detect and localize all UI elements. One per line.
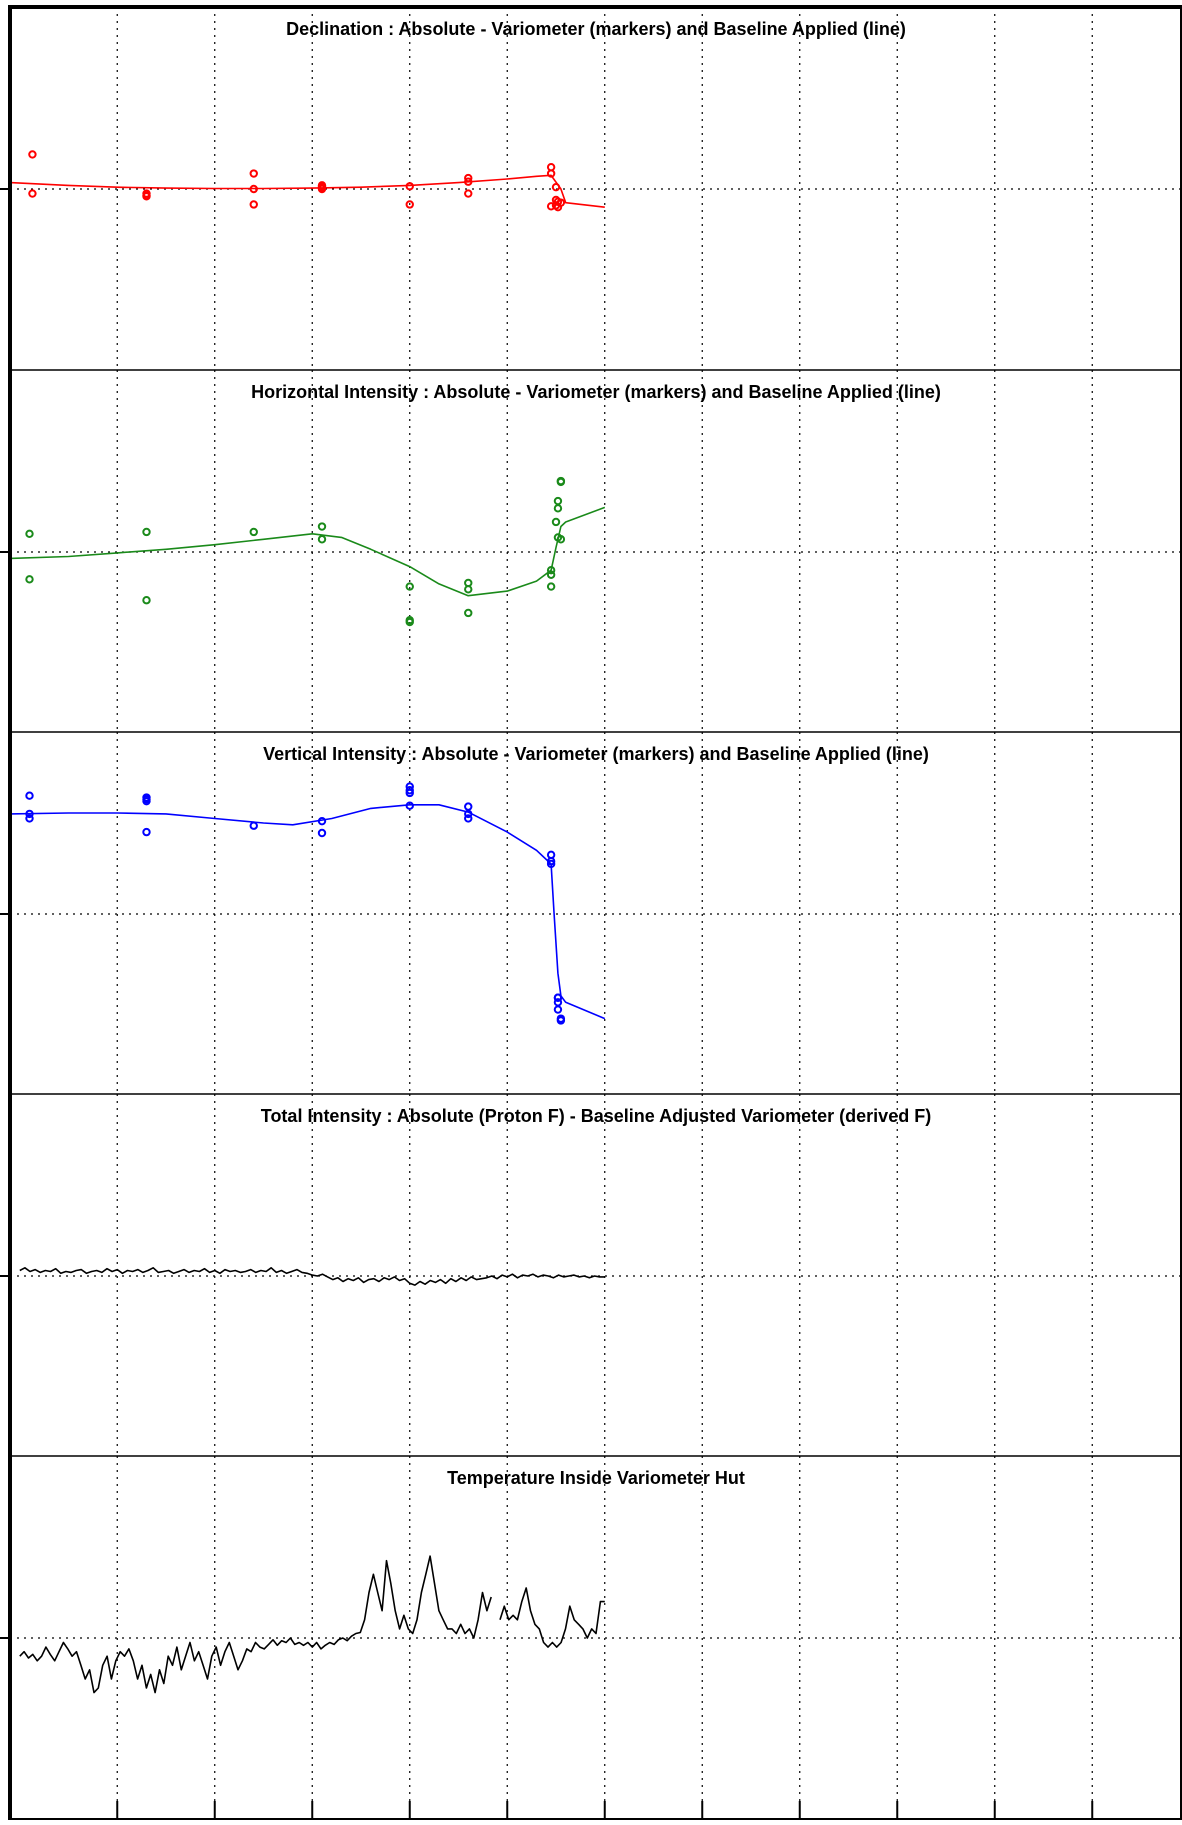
data-marker (142, 827, 151, 837)
data-marker (142, 527, 151, 537)
panel-title: Vertical Intensity : Absolute - Variomet… (263, 744, 929, 764)
data-marker (28, 189, 37, 198)
panels-group: Declination : Absolute - Variometer (mar… (0, 7, 1182, 1820)
panel-title: Temperature Inside Variometer Hut (447, 1468, 745, 1488)
series-line (10, 506, 606, 597)
panel-5: Temperature Inside Variometer Hut (0, 1455, 1182, 1820)
data-marker (25, 575, 34, 584)
panel-4: Total Intensity : Absolute (Proton F) - … (0, 1093, 1182, 1458)
panel-3: Vertical Intensity : Absolute - Variomet… (0, 731, 1182, 1096)
data-marker (317, 828, 327, 838)
data-marker (142, 793, 151, 802)
panel-plot-area (10, 782, 606, 1025)
marker-series (25, 476, 566, 627)
series-line (19, 1555, 605, 1694)
panel-plot-area (19, 1555, 605, 1694)
data-marker (317, 522, 327, 531)
data-marker (546, 570, 556, 579)
data-marker (405, 200, 414, 209)
data-marker (405, 582, 414, 591)
data-marker (464, 585, 473, 594)
data-marker (553, 993, 563, 1002)
data-marker (249, 527, 258, 537)
data-marker (556, 1014, 566, 1023)
data-marker (142, 192, 151, 201)
data-marker (546, 582, 556, 591)
data-marker (142, 796, 151, 806)
panel-1: Declination : Absolute - Variometer (mar… (0, 7, 1180, 371)
data-marker (556, 476, 566, 486)
data-marker (317, 535, 327, 544)
data-marker (249, 169, 258, 178)
marker-series (25, 782, 566, 1025)
data-marker (142, 596, 151, 605)
panel-title: Total Intensity : Absolute (Proton F) - … (261, 1106, 931, 1126)
data-marker (25, 791, 34, 800)
data-marker (553, 203, 563, 212)
data-marker (551, 517, 561, 527)
series-line (10, 174, 605, 208)
data-marker (405, 788, 414, 798)
data-marker (464, 814, 473, 823)
data-marker (464, 189, 473, 198)
panel-plot-area (10, 476, 606, 627)
data-marker (28, 150, 37, 159)
panel-plot-area (10, 150, 605, 212)
data-marker (25, 529, 34, 538)
panel-title: Declination : Absolute - Variometer (mar… (286, 19, 906, 39)
series-line (10, 804, 606, 1020)
data-marker (405, 617, 414, 627)
data-marker (249, 200, 258, 209)
panel-2: Horizontal Intensity : Absolute - Variom… (0, 369, 1182, 734)
data-marker (405, 786, 414, 795)
data-marker (464, 608, 473, 618)
data-marker (553, 504, 563, 513)
panel-title: Horizontal Intensity : Absolute - Variom… (251, 382, 941, 402)
data-marker (25, 814, 34, 823)
panel-plot-area (19, 1267, 605, 1286)
data-marker (553, 1005, 563, 1014)
data-marker (546, 169, 556, 178)
series-line (19, 1267, 605, 1286)
